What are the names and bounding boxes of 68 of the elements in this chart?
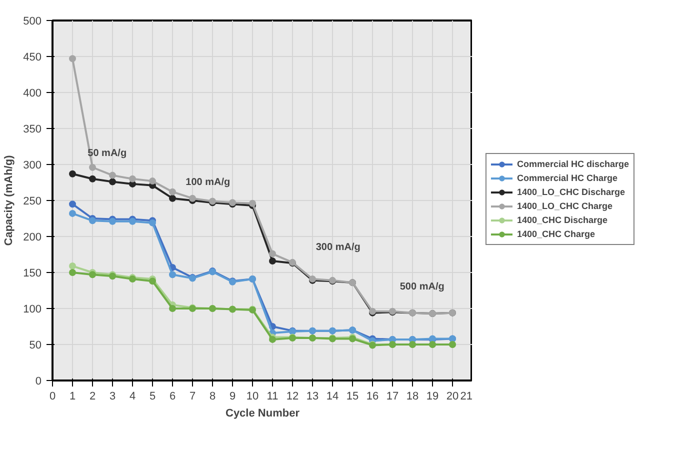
legend-label: 1400_LO_CHC Charge bbox=[516, 200, 613, 212]
point bbox=[69, 210, 76, 217]
y-axis-title: Capacity (mAh/g) bbox=[3, 154, 16, 246]
x-tick-label: 15 bbox=[346, 390, 359, 402]
annotation: 50 mA/g bbox=[88, 148, 127, 160]
point bbox=[109, 178, 116, 186]
point bbox=[69, 200, 76, 208]
x-tick-label: 13 bbox=[306, 390, 319, 402]
x-tick-label: 5 bbox=[149, 390, 156, 402]
point bbox=[89, 271, 96, 278]
legend-label: Commercial HC Charge bbox=[516, 172, 618, 184]
x-tick-label: 14 bbox=[326, 390, 339, 402]
x-tick-label: 12 bbox=[286, 390, 299, 402]
point bbox=[89, 175, 96, 182]
x-tick-label: 10 bbox=[246, 390, 259, 402]
point bbox=[69, 170, 76, 178]
x-tick-label: 17 bbox=[386, 390, 399, 402]
legend-label: 1400_CHC Charge bbox=[516, 228, 596, 240]
y-tick-label: 200 bbox=[23, 232, 42, 244]
legend-label: 1400_LO_CHC Discharge bbox=[516, 186, 626, 198]
point bbox=[149, 178, 156, 185]
x-tick-label: 20 bbox=[446, 390, 459, 402]
x-tick-label: 18 bbox=[406, 390, 419, 402]
x-tick-label: 16 bbox=[366, 390, 379, 402]
point bbox=[169, 305, 176, 312]
legend-label: Commercial HC discharge bbox=[516, 158, 630, 170]
x-tick-label: 21 bbox=[460, 390, 473, 402]
x-tick-label: 8 bbox=[209, 390, 216, 402]
x-tick-label: 4 bbox=[129, 390, 136, 402]
y-tick-label: 150 bbox=[23, 268, 42, 280]
point bbox=[89, 217, 96, 224]
point bbox=[109, 172, 116, 179]
y-tick-label: 0 bbox=[35, 376, 42, 388]
x-tick-label: 1 bbox=[69, 390, 76, 402]
x-tick-label: 7 bbox=[189, 390, 196, 402]
annotation: 100 mA/g bbox=[186, 177, 230, 188]
point bbox=[69, 262, 76, 270]
point bbox=[169, 194, 176, 202]
point bbox=[189, 194, 196, 202]
y-tick-label: 50 bbox=[29, 340, 42, 352]
y-tick-label: 450 bbox=[23, 52, 42, 64]
y-tick-label: 350 bbox=[23, 124, 42, 136]
y-tick-label: 100 bbox=[23, 304, 42, 316]
y-tick-label: 250 bbox=[23, 196, 42, 208]
point bbox=[69, 269, 76, 276]
annotation: 500 mA/g bbox=[400, 281, 444, 292]
x-tick-label: 6 bbox=[169, 390, 176, 402]
annotation: 300 mA/g bbox=[316, 242, 360, 253]
x-tick-label: 11 bbox=[266, 390, 278, 402]
point bbox=[149, 278, 156, 285]
point bbox=[89, 164, 96, 171]
point bbox=[169, 188, 176, 196]
y-tick-label: 400 bbox=[23, 88, 42, 100]
x-tick-label: 19 bbox=[426, 390, 439, 402]
point bbox=[249, 200, 256, 207]
point bbox=[269, 250, 276, 258]
x-tick-label: 3 bbox=[109, 390, 116, 402]
x-axis-title: Cycle Number bbox=[226, 408, 300, 420]
legend-label: 1400_CHC Discharge bbox=[516, 214, 608, 226]
x-tick-label: 0 bbox=[49, 390, 56, 402]
y-tick-label: 500 bbox=[23, 16, 42, 28]
y-tick-label: 300 bbox=[23, 160, 42, 172]
x-tick-label: 9 bbox=[229, 390, 236, 402]
point bbox=[69, 55, 76, 62]
x-tick-label: 2 bbox=[89, 390, 96, 402]
point bbox=[269, 257, 276, 264]
point bbox=[169, 271, 176, 278]
point bbox=[129, 175, 136, 182]
